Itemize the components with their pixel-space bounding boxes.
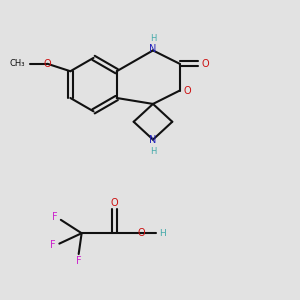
Text: N: N (149, 44, 157, 54)
Text: F: F (50, 240, 56, 250)
Text: O: O (137, 228, 145, 238)
Text: H: H (159, 229, 166, 238)
Text: O: O (183, 85, 191, 96)
Text: CH₃: CH₃ (10, 59, 25, 68)
Text: N: N (149, 135, 157, 145)
Text: F: F (52, 212, 58, 223)
Text: O: O (44, 59, 51, 69)
Text: O: O (110, 198, 118, 208)
Text: O: O (201, 59, 209, 69)
Text: H: H (150, 147, 156, 156)
Text: F: F (76, 256, 82, 266)
Text: H: H (150, 34, 156, 43)
